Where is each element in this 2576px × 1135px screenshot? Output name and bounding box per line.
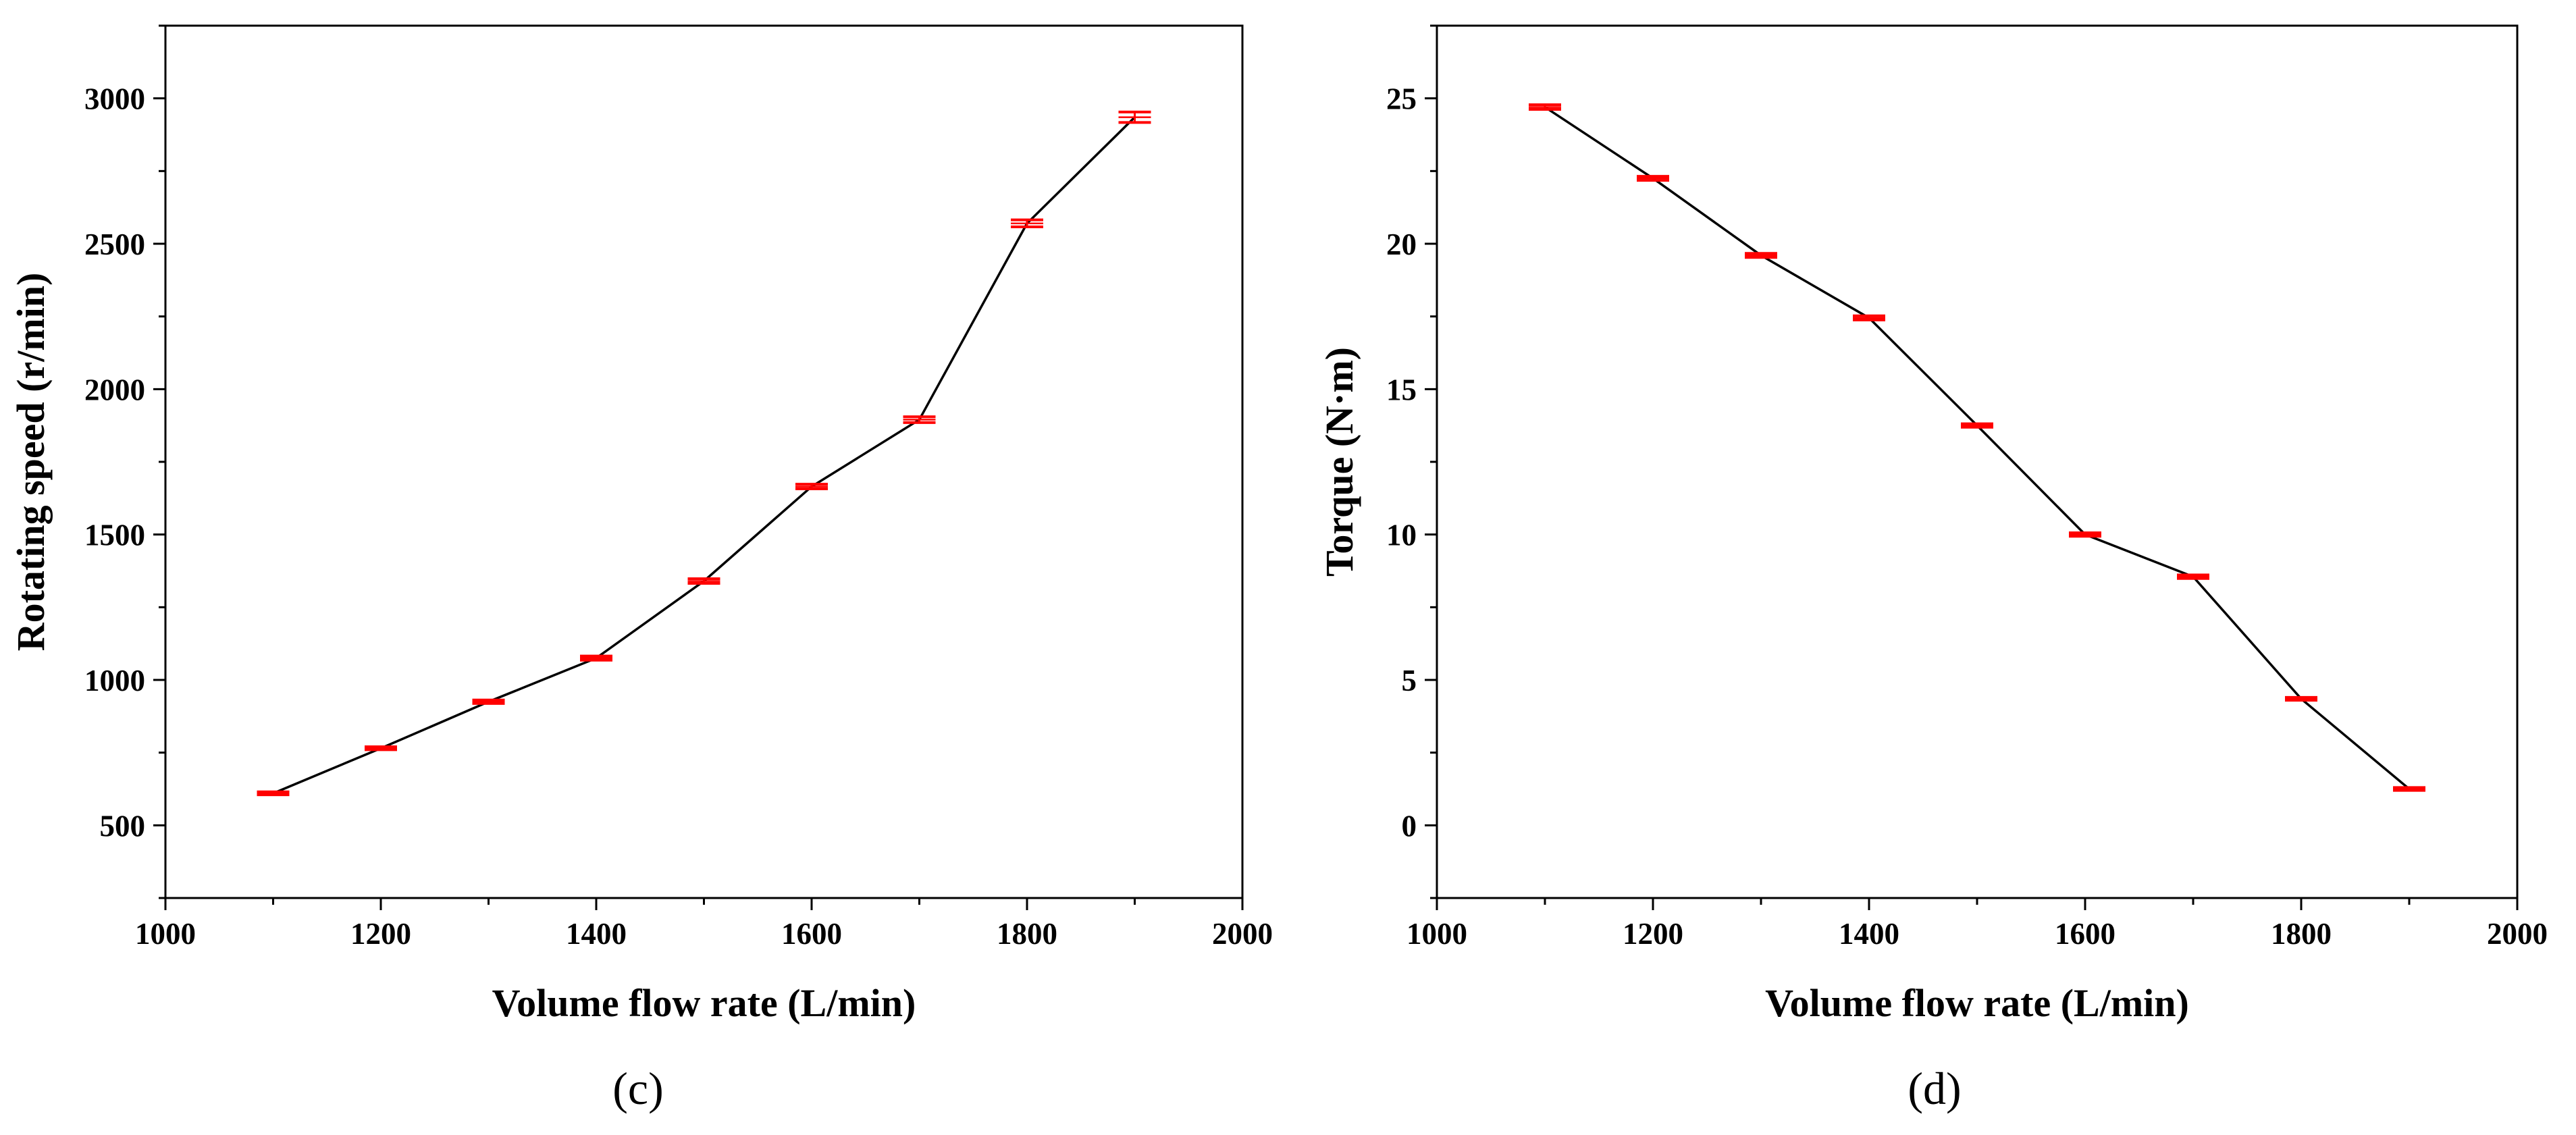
- x-tick-label: 1800: [997, 917, 1057, 951]
- x-axis-title: Volume flow rate (L/min): [492, 981, 916, 1025]
- y-tick-label: 2000: [84, 373, 145, 406]
- error-bar: [795, 483, 828, 491]
- x-tick-label: 1200: [1623, 917, 1683, 951]
- error-bar: [1529, 103, 1561, 111]
- y-tick-label: 10: [1386, 519, 1417, 552]
- x-tick-label: 1600: [2055, 917, 2115, 951]
- y-tick-label: 2500: [84, 228, 145, 261]
- error-bar: [2177, 573, 2209, 580]
- y-tick-label: 20: [1386, 228, 1417, 261]
- error-bar: [365, 745, 397, 751]
- error-bar: [257, 790, 290, 797]
- panel-label: (d): [1908, 1063, 1961, 1114]
- error-bar: [2069, 531, 2101, 538]
- chart-rotating-speed: 1000 1200 1400 1600 1800 2000 500 1000 1500 2000 2…: [9, 24, 1273, 1114]
- y-tick-label: 500: [100, 809, 146, 843]
- error-bar: [1637, 175, 1669, 182]
- error-bar: [1745, 252, 1777, 259]
- x-tick-label: 1200: [350, 917, 411, 951]
- x-axis-title: Volume flow rate (L/min): [1765, 981, 2189, 1025]
- y-tick-label: 5: [1402, 664, 1417, 697]
- chart-torque: 1000 1200 1400 1600 1800 2000 0 5 10 15 20 25 Volume…: [1317, 24, 2548, 1114]
- error-bar: [2393, 786, 2425, 792]
- error-bar: [1961, 422, 1993, 429]
- y-tick-label: 3000: [84, 82, 145, 116]
- y-axis-title: Torque (N·m): [1317, 347, 1361, 577]
- y-tick-label: 1000: [84, 664, 145, 697]
- y-tick-label: 0: [1402, 809, 1417, 843]
- error-bar: [903, 415, 936, 424]
- error-bar: [2285, 695, 2317, 702]
- panel-label: (c): [612, 1063, 663, 1114]
- y-tick-label: 25: [1386, 82, 1417, 116]
- error-bar: [580, 654, 612, 662]
- x-tick-label: 1000: [135, 917, 196, 951]
- x-tick-label: 1400: [566, 917, 627, 951]
- error-bar: [472, 698, 505, 705]
- x-tick-label: 2000: [2487, 917, 2548, 951]
- x-tick-label: 1600: [781, 917, 842, 951]
- x-tick-label: 2000: [1212, 917, 1273, 951]
- x-tick-label: 1400: [1839, 917, 1899, 951]
- y-tick-label: 1500: [84, 519, 145, 552]
- y-axis-title: Rotating speed (r/min): [9, 273, 53, 652]
- error-bar: [1011, 218, 1043, 229]
- error-bar: [1853, 314, 1885, 321]
- x-tick-label: 1800: [2271, 917, 2332, 951]
- error-bar: [1118, 110, 1151, 124]
- error-bar: [687, 577, 720, 585]
- y-tick-label: 15: [1386, 373, 1417, 406]
- x-tick-label: 1000: [1407, 917, 1467, 951]
